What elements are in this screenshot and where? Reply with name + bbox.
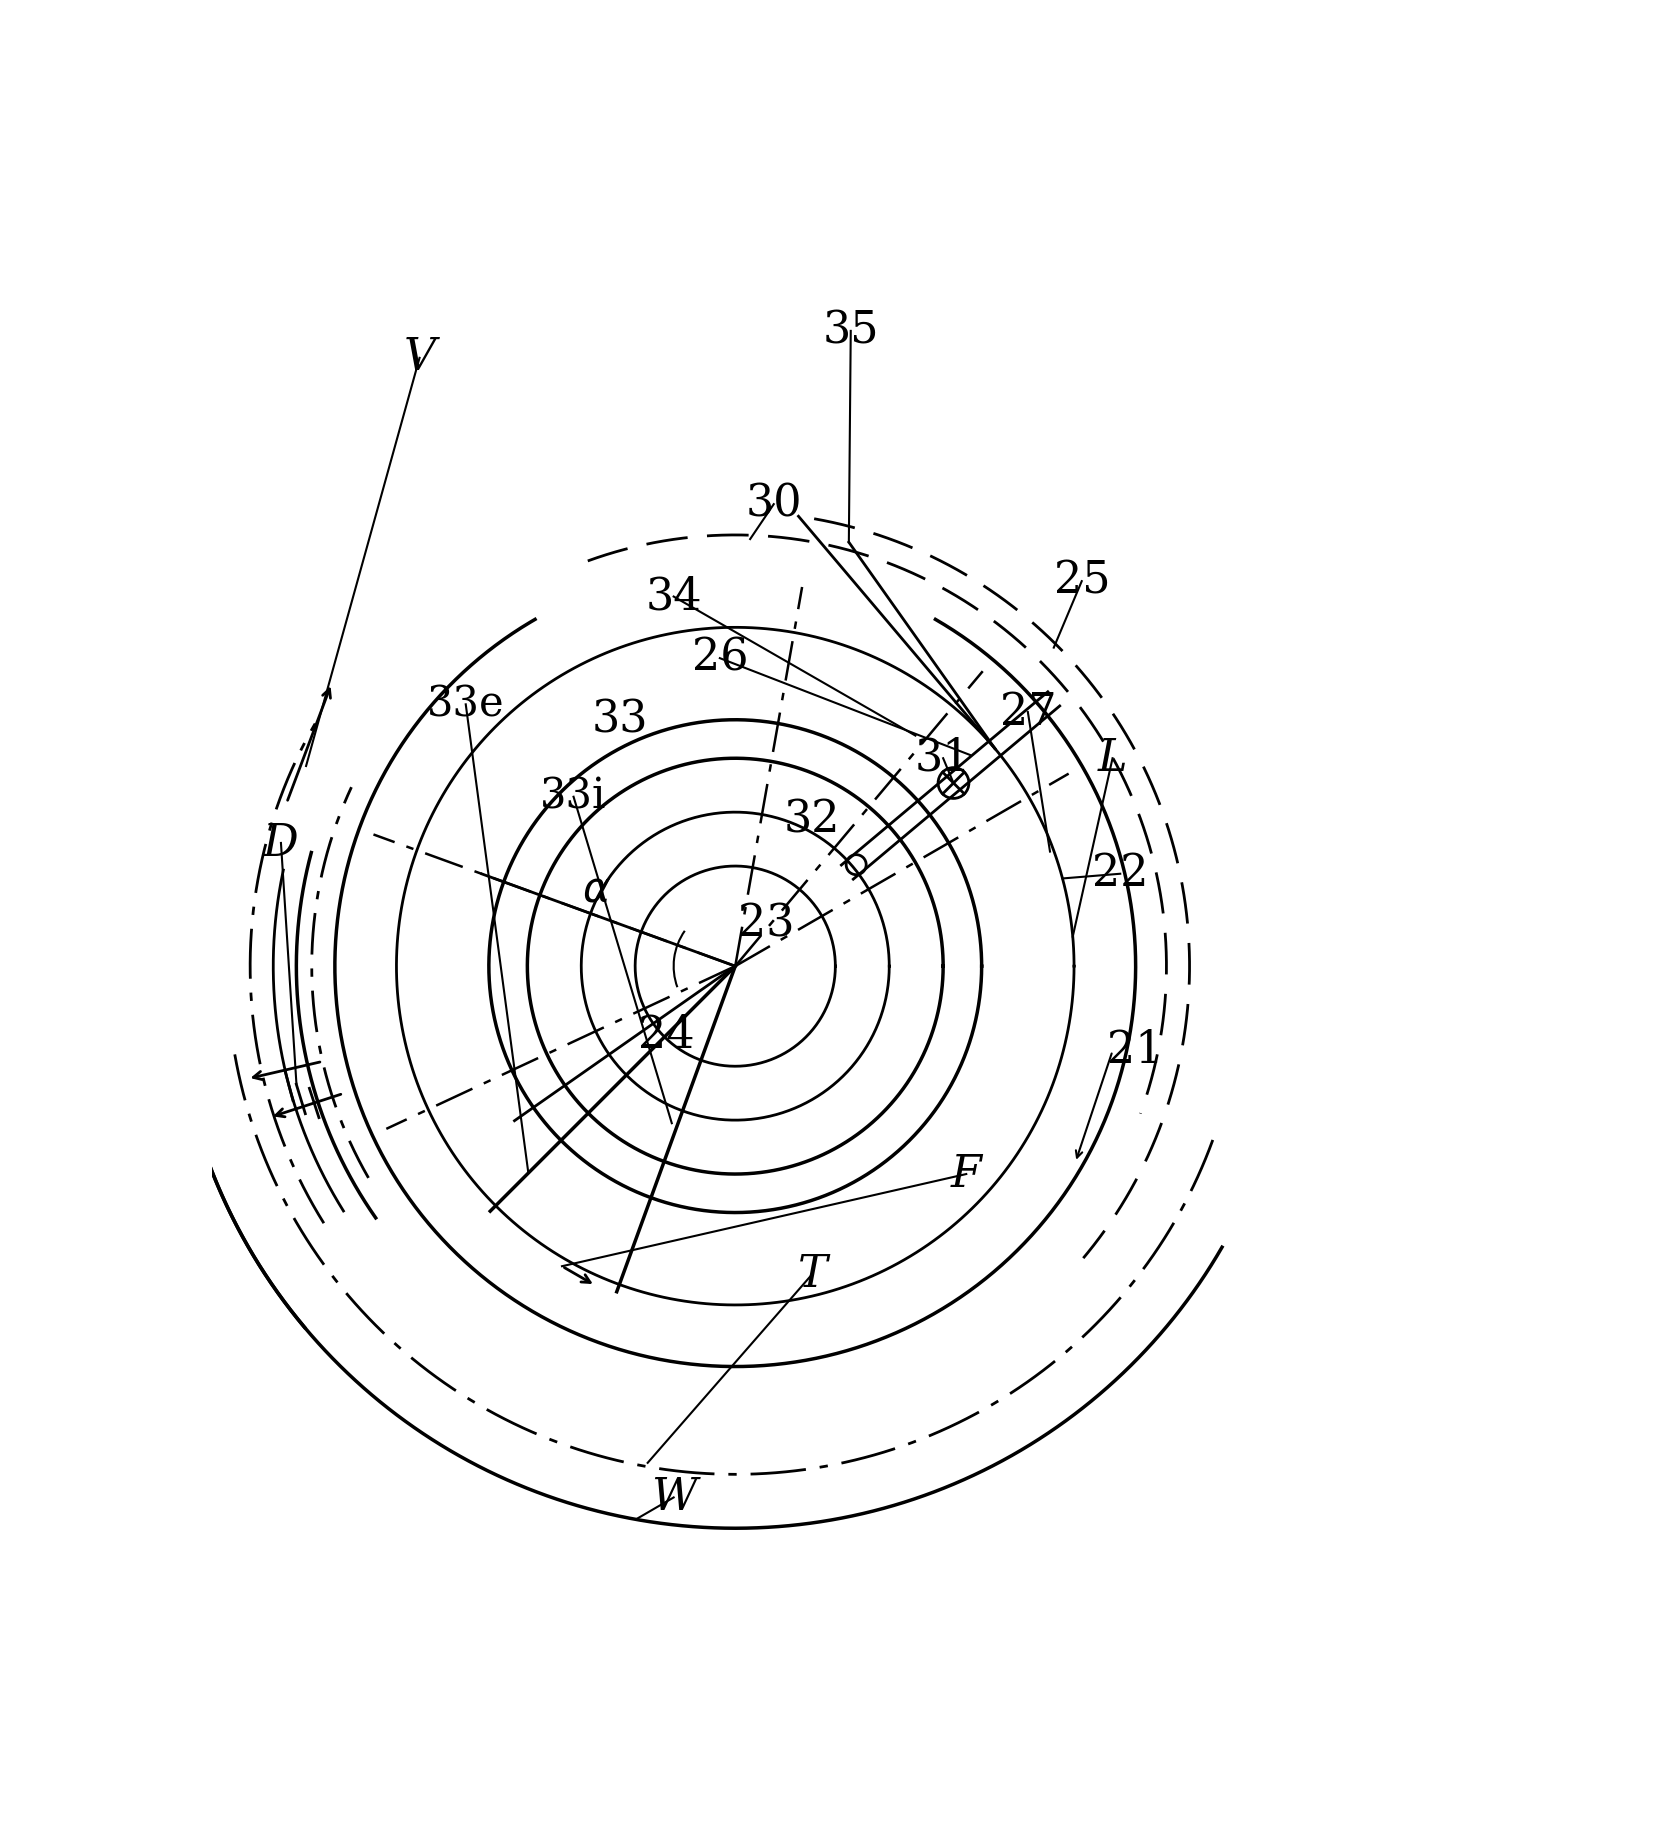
Text: 33i: 33i (541, 776, 608, 818)
Text: 31: 31 (915, 736, 971, 780)
Text: 34: 34 (646, 576, 702, 618)
Text: 32: 32 (784, 798, 840, 842)
Text: 35: 35 (822, 309, 880, 353)
Text: 22: 22 (1092, 851, 1149, 895)
Text: L: L (1097, 736, 1127, 780)
Text: W: W (651, 1476, 697, 1518)
Text: F: F (951, 1153, 981, 1195)
Text: D: D (264, 822, 299, 864)
Text: 33e: 33e (427, 683, 505, 725)
Text: 27: 27 (999, 691, 1056, 734)
Text: 24: 24 (637, 1014, 694, 1058)
Text: V: V (403, 336, 435, 380)
Text: 26: 26 (692, 636, 749, 680)
Text: $\alpha$: $\alpha$ (583, 868, 611, 910)
Text: 30: 30 (745, 482, 802, 526)
Text: 23: 23 (737, 903, 793, 945)
Text: T: T (797, 1253, 827, 1295)
Text: 21: 21 (1107, 1029, 1164, 1072)
Text: 25: 25 (1054, 559, 1111, 603)
Text: 33: 33 (591, 698, 647, 742)
